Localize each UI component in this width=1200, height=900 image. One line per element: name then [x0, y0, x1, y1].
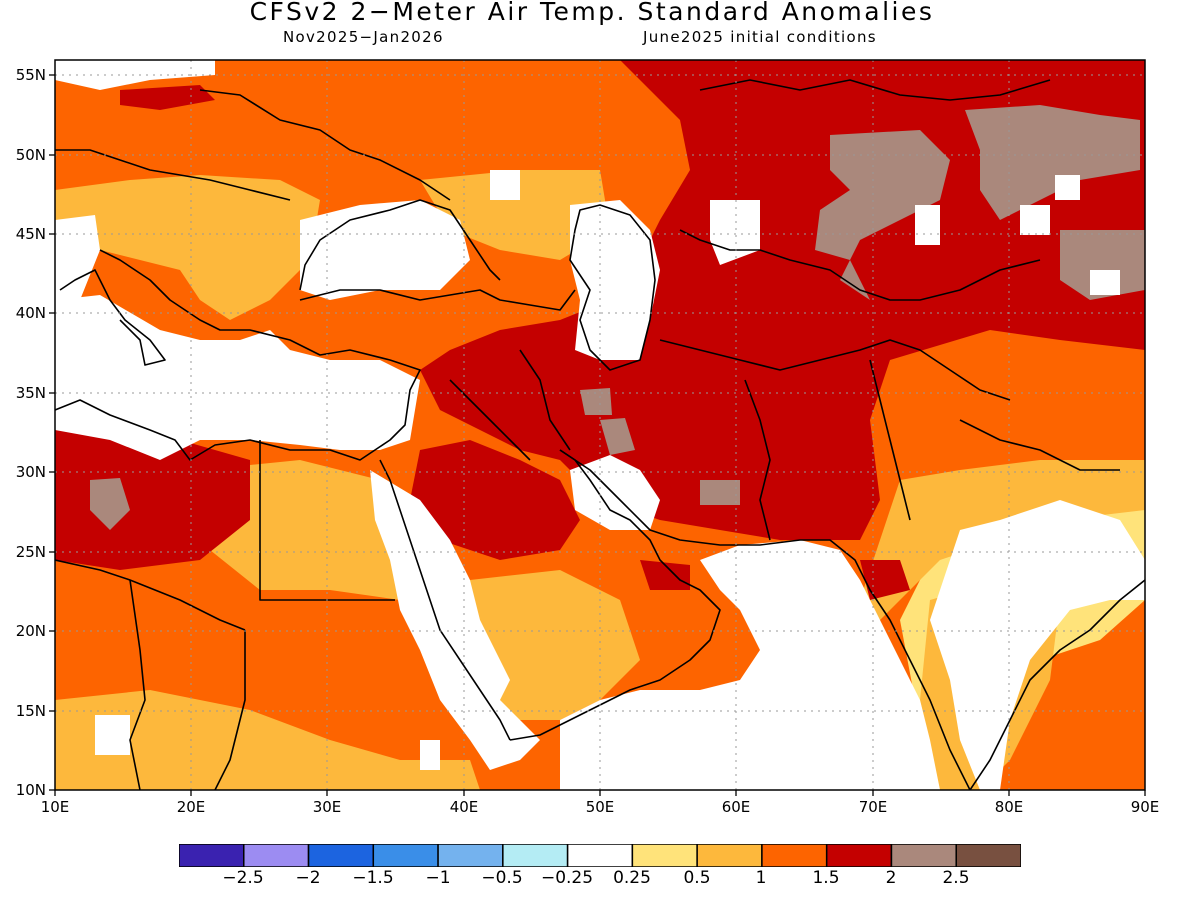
- legend-label: −2: [295, 868, 321, 888]
- legend-swatch: [761, 844, 828, 867]
- initial-conditions: June2025 initial conditions: [643, 28, 877, 46]
- lon-label: 20E: [177, 798, 206, 816]
- legend-swatch: [243, 844, 310, 867]
- legend-swatch: [437, 844, 504, 867]
- lon-label: 30E: [313, 798, 342, 816]
- map-title: CFSv2 2−Meter Air Temp. Standard Anomali…: [249, 0, 935, 26]
- legend-label: 2.5: [942, 868, 970, 888]
- legend-swatch: [825, 844, 893, 867]
- lat-label: 10N: [16, 781, 46, 799]
- lat-label: 40N: [16, 304, 46, 322]
- legend-label: 0.25: [613, 868, 651, 888]
- lat-label: 20N: [16, 622, 46, 640]
- legend-swatch: [890, 844, 957, 867]
- legend-label: −1: [425, 868, 451, 888]
- legend-label: −0.5: [481, 868, 523, 888]
- lat-label: 15N: [16, 702, 46, 720]
- lon-label: 10E: [41, 798, 70, 816]
- lon-axis-labels: 10E 20E 30E 40E 50E 60E 70E 80E 90E: [41, 798, 1160, 816]
- legend-swatch: [631, 844, 698, 867]
- legend-label: 1.5: [812, 868, 840, 888]
- lat-label: 35N: [16, 384, 46, 402]
- legend-swatch: [566, 844, 634, 867]
- brown-anomaly-regions: [90, 105, 1145, 530]
- lon-label: 70E: [859, 798, 888, 816]
- legend-swatch: [307, 844, 375, 867]
- legend-label: 1: [755, 868, 767, 888]
- lon-label: 60E: [722, 798, 751, 816]
- legend-label: −2.5: [222, 868, 264, 888]
- lat-label: 45N: [16, 225, 46, 243]
- lon-label: 40E: [450, 798, 479, 816]
- legend-swatch: [502, 844, 569, 867]
- forecast-period: Nov2025−Jan2026: [283, 28, 444, 46]
- lat-label: 50N: [16, 146, 46, 164]
- legend-swatch: [696, 844, 763, 867]
- legend-label: 0.5: [683, 868, 711, 888]
- legend-label: −0.25: [540, 868, 594, 888]
- legend-label: −1.5: [352, 868, 394, 888]
- graticule: [55, 60, 1145, 790]
- legend-swatch: [372, 844, 439, 867]
- lat-axis-labels: 10N 15N 20N 25N 30N 35N 40N 45N 50N 55N: [16, 66, 46, 799]
- coastlines-and-borders: [55, 79, 1145, 790]
- legend-swatch: [955, 844, 1021, 867]
- legend-label: 2: [885, 868, 897, 888]
- legend-swatch: [179, 844, 245, 867]
- color-legend: [179, 844, 1021, 867]
- map-ticks: [49, 74, 1146, 796]
- lon-label: 80E: [995, 798, 1024, 816]
- lat-label: 55N: [16, 66, 46, 84]
- lon-label: 50E: [586, 798, 615, 816]
- lat-label: 25N: [16, 543, 46, 561]
- lat-label: 30N: [16, 463, 46, 481]
- lon-label: 90E: [1131, 798, 1160, 816]
